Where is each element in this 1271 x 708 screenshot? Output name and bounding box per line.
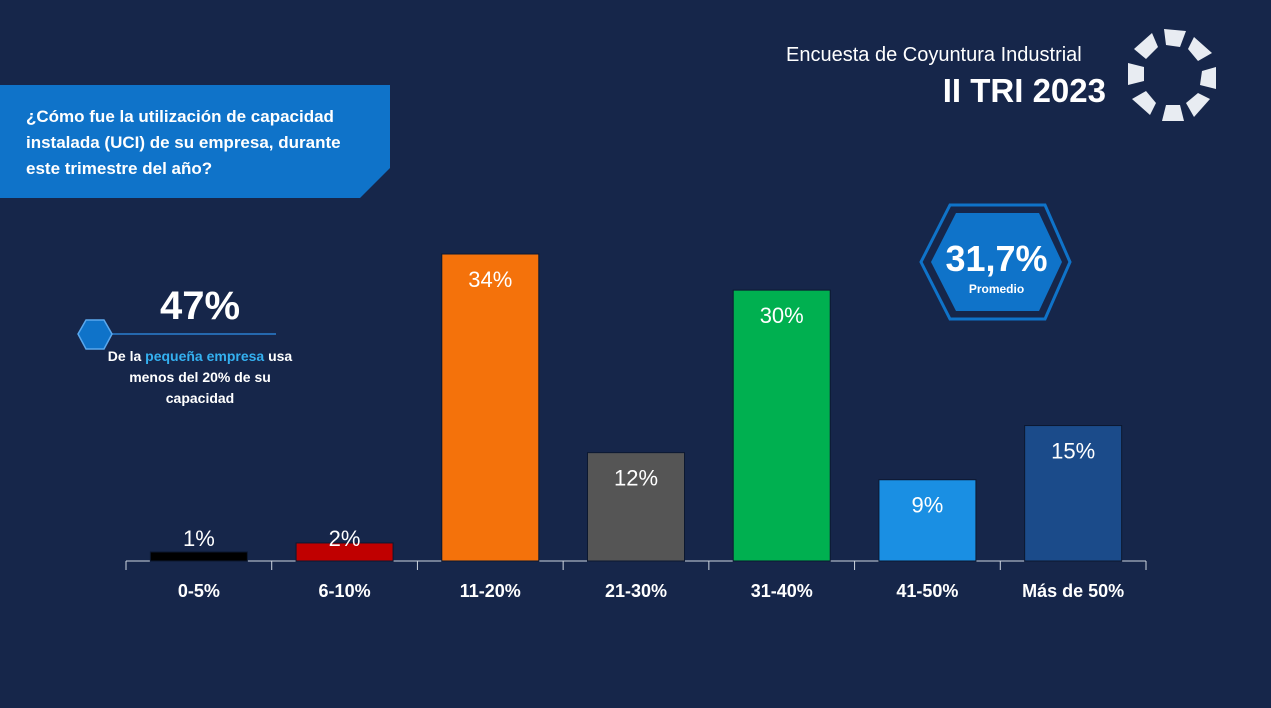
value-label: 12% bbox=[614, 465, 658, 490]
bar bbox=[878, 479, 977, 562]
x-tick-label: 11-20% bbox=[460, 581, 521, 601]
callout-prefix: De la bbox=[107, 348, 142, 364]
average-label: Promedio bbox=[968, 282, 1025, 296]
callout-text: De la pequeña empresa usa menos del 20% … bbox=[100, 346, 300, 409]
x-tick-label: 6-10% bbox=[319, 581, 371, 601]
callout-value: 47% bbox=[159, 284, 241, 328]
bar bbox=[587, 452, 685, 562]
average-frame bbox=[919, 203, 1072, 321]
bar bbox=[149, 551, 248, 562]
average-value: 31,7% bbox=[945, 238, 1048, 279]
value-label: 1% bbox=[183, 526, 215, 551]
period: II TRI 2023 bbox=[942, 72, 1106, 109]
chart-title: ¿Cómo fue la utilización de capacidad in… bbox=[26, 107, 341, 178]
value-label: 15% bbox=[1051, 438, 1095, 463]
value-label: 34% bbox=[468, 267, 512, 292]
bar bbox=[1024, 425, 1123, 562]
x-tick-label: 31-40% bbox=[751, 581, 813, 601]
bar bbox=[732, 289, 831, 562]
bar bbox=[441, 253, 540, 562]
bar bbox=[295, 542, 394, 562]
question-box bbox=[0, 85, 390, 198]
value-label: 2% bbox=[329, 526, 361, 551]
survey-name: Encuesta de Coyuntura Industrial bbox=[786, 44, 1082, 66]
callout-highlight: pequeña empresa bbox=[145, 348, 265, 364]
x-tick-label: 41-50% bbox=[896, 581, 958, 601]
value-label: 9% bbox=[912, 493, 944, 518]
callout-rest: usa menos del 20% de su capacidad bbox=[129, 348, 293, 406]
logo bbox=[1128, 29, 1216, 121]
x-tick-label: 0-5% bbox=[178, 581, 220, 601]
value-label: 30% bbox=[760, 303, 804, 328]
x-tick-label: Más de 50% bbox=[1022, 581, 1124, 601]
callout-hexagon bbox=[77, 319, 113, 350]
average-badge bbox=[931, 213, 1062, 311]
x-tick-label: 21-30% bbox=[605, 581, 667, 601]
